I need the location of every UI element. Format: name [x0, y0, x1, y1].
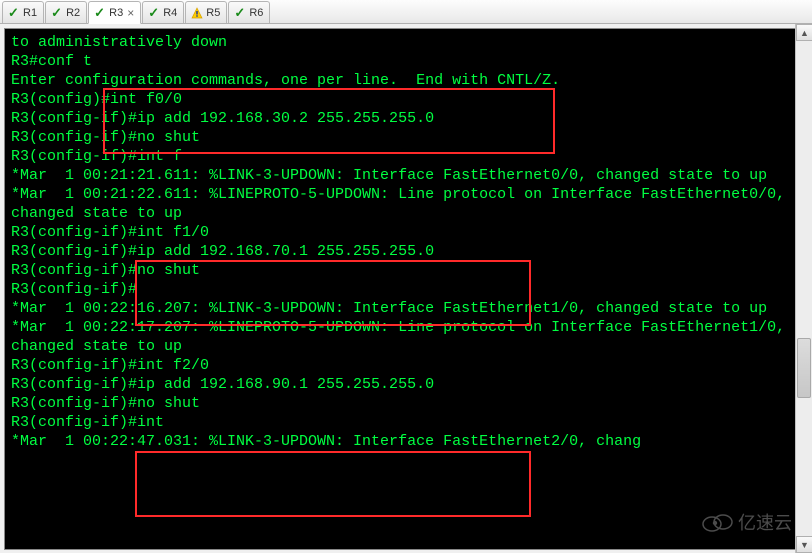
tab-label: R3 [109, 7, 123, 19]
tab-r5[interactable]: R5 [185, 1, 227, 23]
terminal-line: R3(config-if)#int f [11, 147, 801, 166]
terminal-line: *Mar 1 00:22:17.207: %LINEPROTO-5-UPDOWN… [11, 318, 801, 356]
tab-bar: ✓R1✓R2✓R3×✓R4R5✓R6 [0, 0, 812, 24]
vertical-scrollbar[interactable]: ▲ ▼ [795, 24, 812, 553]
terminal-line: R3(config-if)#no shut [11, 261, 801, 280]
check-icon: ✓ [148, 7, 160, 19]
warning-icon [191, 7, 203, 19]
terminal-line: R3(config-if)#int [11, 413, 801, 432]
terminal-line: R3(config-if)#no shut [11, 394, 801, 413]
tab-r3[interactable]: ✓R3 × [88, 1, 141, 24]
terminal-line: R3#conf t [11, 52, 801, 71]
scroll-down-button[interactable]: ▼ [796, 536, 812, 553]
check-icon: ✓ [234, 7, 246, 19]
terminal-line: *Mar 1 00:21:22.611: %LINEPROTO-5-UPDOWN… [11, 185, 801, 223]
terminal-line: R3(config-if)#no shut [11, 128, 801, 147]
tab-label: R4 [163, 7, 177, 19]
terminal-output[interactable]: to administratively downR3#conf tEnter c… [4, 28, 808, 550]
tab-r1[interactable]: ✓R1 [2, 1, 44, 23]
terminal-line: R3(config-if)#int f1/0 [11, 223, 801, 242]
tab-r2[interactable]: ✓R2 [45, 1, 87, 23]
terminal-line: R3(config-if)# [11, 280, 801, 299]
terminal-line: Enter configuration commands, one per li… [11, 71, 801, 90]
tab-r4[interactable]: ✓R4 [142, 1, 184, 23]
terminal-line: R3(config-if)#ip add 192.168.70.1 255.25… [11, 242, 801, 261]
terminal-line: *Mar 1 00:22:47.031: %LINK-3-UPDOWN: Int… [11, 432, 801, 451]
tab-r6[interactable]: ✓R6 [228, 1, 270, 23]
check-icon: ✓ [8, 7, 20, 19]
terminal-line: R3(config-if)#ip add 192.168.30.2 255.25… [11, 109, 801, 128]
scroll-up-button[interactable]: ▲ [796, 24, 812, 41]
tab-label: R5 [206, 7, 220, 19]
check-icon: ✓ [51, 7, 63, 19]
terminal-line: R3(config)#int f0/0 [11, 90, 801, 109]
terminal-line: *Mar 1 00:21:21.611: %LINK-3-UPDOWN: Int… [11, 166, 801, 185]
close-icon[interactable]: × [127, 7, 134, 19]
scroll-thumb[interactable] [797, 338, 811, 398]
tab-label: R1 [23, 7, 37, 19]
terminal-line: R3(config-if)#ip add 192.168.90.1 255.25… [11, 375, 801, 394]
scroll-track[interactable] [796, 41, 812, 536]
check-icon: ✓ [94, 7, 106, 19]
tab-label: R2 [66, 7, 80, 19]
terminal-line: R3(config-if)#int f2/0 [11, 356, 801, 375]
terminal-line: to administratively down [11, 33, 801, 52]
tab-label: R6 [249, 7, 263, 19]
terminal-line: *Mar 1 00:22:16.207: %LINK-3-UPDOWN: Int… [11, 299, 801, 318]
